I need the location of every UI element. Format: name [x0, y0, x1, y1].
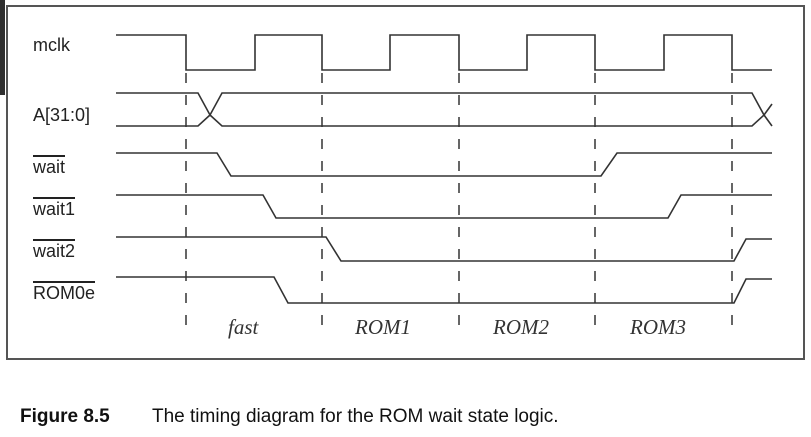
- phase-label-fast: fast: [228, 315, 259, 339]
- phase-label-rom3: ROM3: [630, 315, 686, 339]
- signal-label-wait: wait: [33, 155, 66, 177]
- figure-caption: Figure 8.5 The timing diagram for the ROM…: [20, 406, 559, 428]
- address-bus-waveform: [116, 92, 773, 127]
- cycle-markers: [185, 73, 733, 325]
- wait-waveform: [116, 152, 772, 177]
- timing-diagram-canvas: [6, 5, 805, 360]
- window-edge: [0, 0, 5, 95]
- figure-number: Figure 8.5: [20, 406, 110, 427]
- phase-label-rom1: ROM1: [355, 315, 411, 339]
- figure-caption-text: The timing diagram for the ROM wait stat…: [152, 406, 559, 427]
- wait2-waveform: [116, 236, 772, 262]
- signal-label-wait2: wait2: [33, 239, 76, 261]
- mclk-waveform: [116, 34, 772, 71]
- signal-label-address-bus: A[31:0]: [33, 105, 91, 125]
- timing-diagram: mclk A[31:0] wait wait1 wait2 ROM0e fast…: [6, 5, 806, 362]
- rom0e-waveform: [116, 276, 772, 304]
- signal-label-rom0e: ROM0e: [33, 281, 96, 303]
- signal-label-mclk: mclk: [33, 35, 70, 55]
- diagram-border: [6, 5, 805, 360]
- phase-label-rom2: ROM2: [493, 315, 549, 339]
- wait1-waveform: [116, 194, 772, 219]
- signal-label-wait1: wait1: [33, 197, 76, 219]
